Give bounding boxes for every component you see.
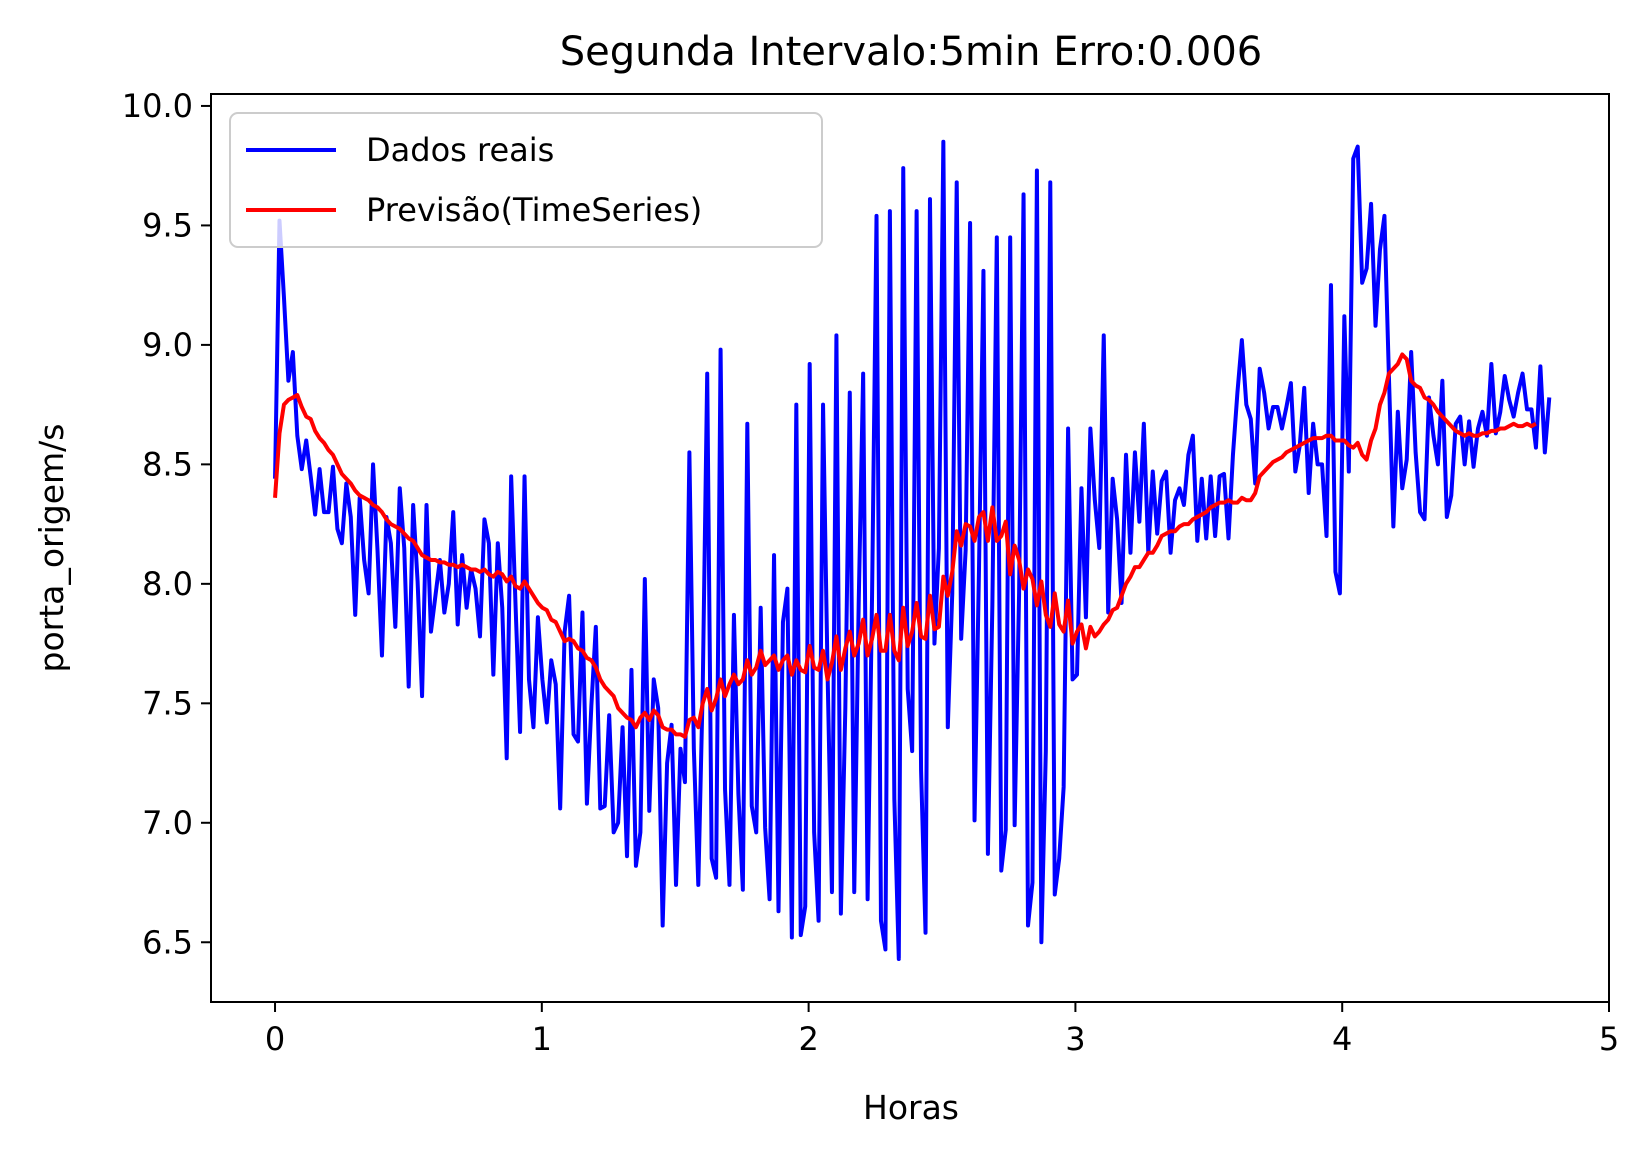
chart-title: Segunda Intervalo:5min Erro:0.006 (560, 29, 1262, 75)
y-tick-label: 7.0 (142, 804, 193, 842)
legend-box (229, 112, 823, 248)
y-tick-label: 8.5 (142, 445, 193, 483)
y-tick-label: 8.0 (142, 565, 193, 603)
y-tick-label: 7.5 (142, 684, 193, 722)
legend: Dados reais Previsão(TimeSeries) (229, 112, 823, 248)
x-tick-label: 2 (798, 1020, 818, 1058)
x-axis-label: Horas (863, 1088, 959, 1127)
y-tick-label: 6.5 (142, 923, 193, 961)
x-axis: 0 1 2 3 4 5 (265, 1002, 1619, 1058)
y-tick-label: 9.0 (142, 326, 193, 364)
x-tick-label: 4 (1332, 1020, 1352, 1058)
series-line-1 (273, 352, 1537, 739)
y-axis: 6.5 7.0 7.5 8.0 8.5 9.0 9.5 10.0 (122, 87, 211, 961)
plot-area (273, 139, 1552, 961)
legend-label-previsao: Previsão(TimeSeries) (366, 191, 702, 229)
x-tick-label: 5 (1599, 1020, 1619, 1058)
legend-label-dados-reais: Dados reais (366, 131, 554, 169)
y-tick-label: 10.0 (122, 87, 193, 125)
y-tick-label: 9.5 (142, 206, 193, 244)
y-axis-label: porta_origem/s (32, 424, 71, 673)
x-tick-label: 0 (265, 1020, 285, 1058)
x-tick-label: 1 (532, 1020, 552, 1058)
series-line-0 (273, 139, 1552, 961)
plot-frame (210, 93, 1610, 1003)
x-tick-label: 3 (1065, 1020, 1085, 1058)
